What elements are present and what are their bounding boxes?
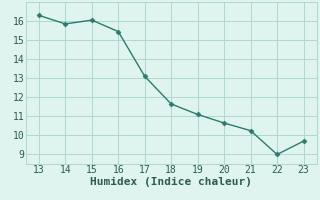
X-axis label: Humidex (Indice chaleur): Humidex (Indice chaleur) [90, 177, 252, 187]
